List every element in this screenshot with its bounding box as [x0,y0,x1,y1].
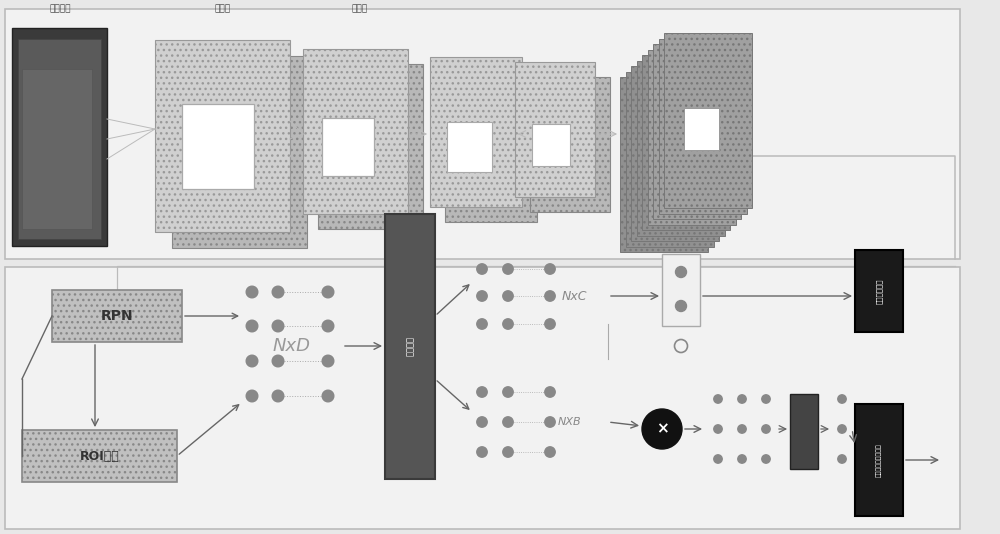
Text: 图像三元组预测结果: 图像三元组预测结果 [876,443,882,477]
Bar [445,72,537,222]
Text: 卷积层: 卷积层 [215,4,231,13]
Circle shape [676,301,686,311]
Circle shape [738,425,746,433]
Circle shape [545,447,555,457]
Bar [322,118,374,176]
Circle shape [503,291,513,301]
Bar [658,38,746,214]
Bar [182,104,254,189]
Circle shape [246,390,258,402]
Text: NxC: NxC [562,289,588,302]
Bar [303,49,408,214]
Bar [22,69,92,229]
Text: 分类预测结果: 分类预测结果 [876,278,882,304]
Bar [648,50,736,224]
Bar [5,9,960,259]
Circle shape [714,395,722,403]
Circle shape [272,286,284,298]
Circle shape [738,395,746,403]
Circle shape [545,319,555,329]
Text: 池化层: 池化层 [352,4,368,13]
Bar [664,33,752,208]
Bar [855,250,903,332]
Text: NxD: NxD [273,337,311,355]
Bar [631,66,719,241]
Circle shape [477,291,487,301]
Circle shape [714,455,722,463]
Text: NXB: NXB [558,417,582,427]
Text: 全连接层: 全连接层 [406,336,414,356]
Bar [318,64,423,229]
Bar [5,267,960,529]
Circle shape [322,320,334,332]
Bar [52,290,182,342]
Circle shape [246,320,258,332]
Bar [684,108,719,150]
Circle shape [322,390,334,402]
Circle shape [503,447,513,457]
Bar [790,394,818,469]
Bar [662,254,700,326]
Bar [447,122,492,172]
Circle shape [322,286,334,298]
Bar [637,60,724,235]
Bar [430,57,522,207]
Bar [532,124,570,166]
Circle shape [477,319,487,329]
Bar [620,77,708,252]
Circle shape [272,390,284,402]
Bar [530,77,610,212]
Text: 输入图片: 输入图片 [49,4,71,13]
Bar [155,40,290,232]
Circle shape [246,286,258,298]
Bar [172,56,307,248]
Circle shape [477,447,487,457]
Circle shape [545,264,555,274]
Bar [642,55,730,230]
Text: ROI池化: ROI池化 [80,450,120,462]
Circle shape [676,266,686,278]
Circle shape [477,264,487,274]
Text: ×: × [656,421,668,436]
Bar [855,404,903,516]
Circle shape [762,395,770,403]
Circle shape [246,355,258,367]
Circle shape [545,291,555,301]
Circle shape [642,409,682,449]
Circle shape [503,319,513,329]
Circle shape [477,417,487,427]
Circle shape [503,264,513,274]
Circle shape [272,355,284,367]
Circle shape [545,387,555,397]
Bar [515,62,595,197]
Text: RPN: RPN [101,309,133,323]
Circle shape [545,417,555,427]
Bar [12,28,107,246]
Circle shape [738,455,746,463]
Circle shape [477,387,487,397]
Circle shape [322,355,334,367]
Circle shape [838,455,846,463]
Bar [22,430,177,482]
Circle shape [503,387,513,397]
Circle shape [762,425,770,433]
Circle shape [272,320,284,332]
Circle shape [838,425,846,433]
Circle shape [503,417,513,427]
Bar [385,214,435,479]
Bar [18,39,101,239]
Circle shape [838,395,846,403]
Bar [626,72,714,247]
Bar [653,44,741,219]
Circle shape [762,455,770,463]
Circle shape [714,425,722,433]
